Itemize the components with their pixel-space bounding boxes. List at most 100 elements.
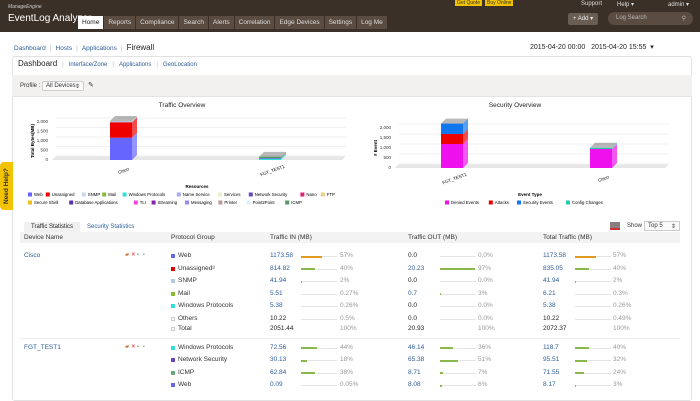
edit-icon[interactable]: ▪ [137,343,139,350]
crumb-applications[interactable]: Applications [81,45,117,52]
bar-segment-security-events[interactable] [441,123,463,134]
legend-item[interactable]: Services [224,192,240,197]
traffic-tot-value[interactable]: 71.55 [543,368,560,376]
traffic-tot-value[interactable]: 1173.58 [543,252,567,259]
traffic-in-value[interactable]: 0.09 [270,381,283,388]
log-search-input[interactable]: Log Search ⚲ [608,12,693,25]
bar-segment-unassigned[interactable] [110,122,132,138]
legend-item[interactable]: Database Applications [75,200,118,205]
traffic-tot-value[interactable]: 118.7 [543,343,559,351]
nav-edge-devices[interactable]: Edge Devices [275,16,324,29]
info-icon[interactable]: ▪ [143,252,145,258]
settings-gear-icon[interactable]: ⚙ [211,264,216,271]
traffic-in-value[interactable]: 814.82 [270,264,290,272]
traffic-tot-value[interactable]: 835.05 [543,264,563,272]
legend-item[interactable]: Nano [306,192,317,197]
profile-select[interactable]: All Devices ⇕ [42,81,84,91]
legend-item[interactable]: Windows Protocols [129,192,166,197]
bar-segment-config-changes[interactable] [590,147,612,149]
traffic-out-value[interactable]: 20.23 [408,264,425,272]
buy-online-button[interactable]: Buy Online [485,0,514,6]
bar-segment-web[interactable] [110,137,132,160]
legend-item[interactable]: Network Security [255,192,288,197]
traffic-in-value[interactable]: 30.13 [270,356,287,363]
legend-item[interactable]: Secure Shell [34,200,58,205]
delete-icon[interactable]: ✕ [131,343,136,350]
device-report-icon[interactable]: ▰ [125,343,130,350]
legend-item[interactable]: Web [34,192,43,197]
bar-segment-windows-protocols[interactable] [259,158,281,160]
legend-item[interactable]: Unassigned [52,192,75,197]
tab-applications[interactable]: Applications [118,62,152,68]
crumb-hosts[interactable]: Hosts [55,45,73,52]
nav-alerts[interactable]: Alerts [209,16,234,29]
legend-item[interactable]: Denied Events [451,200,479,205]
bar-segment-denied-events[interactable] [441,144,463,168]
legend-item[interactable]: Messaging [191,200,212,205]
traffic-out-value[interactable]: 8.08 [408,381,421,388]
traffic-in-value[interactable]: 5.38 [270,302,283,309]
nav-compliance[interactable]: Compliance [136,16,179,29]
legend-item[interactable]: FTP [327,192,335,197]
traffic-tot-value[interactable]: 6.21 [543,289,556,297]
traffic-in-value[interactable]: 62.84 [270,368,287,376]
nav-home[interactable]: Home [78,16,104,29]
legend-item[interactable]: Config Changes [572,200,603,205]
get-quote-button[interactable]: Get Quote [455,0,483,6]
delete-icon[interactable]: ✕ [131,252,136,258]
crumb-dashboard[interactable]: Dashboard [14,45,46,52]
legend-item[interactable]: SNMP [88,192,101,197]
traffic-out-value[interactable]: 46.14 [408,343,425,351]
support-link[interactable]: Support [581,1,603,7]
tab-traffic-statistics[interactable]: Traffic Statistics [24,222,81,232]
help-menu[interactable]: Help ▾ [617,2,635,8]
legend-item[interactable]: Point2Point [253,200,276,205]
bar-segment-network-security[interactable] [259,158,281,159]
show-top-select[interactable]: Top 5 ⇕ [644,221,680,231]
device-link[interactable]: FGT_TEST1 [24,343,61,351]
user-menu[interactable]: admin ▾ [668,2,690,8]
traffic-in-value[interactable]: 72.56 [270,343,287,351]
traffic-tot-value[interactable]: 41.94 [543,277,560,284]
legend-item[interactable]: Name Service [183,192,211,197]
app-logo[interactable]: EventLog Analyzer [8,13,92,24]
nav-search[interactable]: Search [179,16,209,29]
export-pdf-icon[interactable] [610,222,620,230]
tab-geolocation[interactable]: GeoLocation [162,62,197,68]
legend-item[interactable]: ICMP [291,200,302,205]
traffic-tot-value[interactable]: 8.17 [543,381,556,388]
tab-interface-zone[interactable]: Interface/Zone [68,62,108,68]
nav-reports[interactable]: Reports [104,16,136,29]
edit-icon[interactable]: ▪ [137,252,139,258]
bar-segment-icmp[interactable] [259,156,281,159]
traffic-out-value[interactable]: 0.7 [408,289,418,297]
traffic-in-value[interactable]: 5.51 [270,289,283,297]
need-help-button[interactable]: Need Help? [0,162,13,210]
bar-segment-snmp[interactable] [110,121,132,123]
tab-security-statistics[interactable]: Security Statistics [87,224,135,230]
info-icon[interactable]: ▪ [143,343,145,350]
bar-segment-denied-events[interactable] [590,149,612,168]
nav-correlation[interactable]: Correlation [234,16,275,29]
tab-dashboard[interactable]: Dashboard [18,59,58,68]
legend-item[interactable]: TLI [140,200,146,205]
legend-item[interactable]: Security Events [523,200,553,205]
add-button[interactable]: + Add ▾ [568,13,598,25]
device-link[interactable]: Cisco [24,252,41,259]
legend-item[interactable]: Mail [108,192,116,197]
legend-item[interactable]: Streaming [158,200,178,205]
date-range-picker[interactable]: 2015-04-20 00:00 2015-04-20 15:55 ▾ [530,43,654,51]
traffic-tot-value[interactable]: 5.38 [543,302,556,309]
traffic-in-value[interactable]: 1173.58 [270,252,294,259]
traffic-in-value[interactable]: 41.94 [270,277,287,284]
bar-segment-attacks[interactable] [441,134,463,144]
legend-item[interactable]: Attacks [495,200,509,205]
edit-pencil-icon[interactable]: ✎ [88,82,94,89]
traffic-tot-value[interactable]: 95.51 [543,356,560,363]
nav-settings[interactable]: Settings [324,16,357,29]
nav-log-me[interactable]: Log Me [357,16,387,29]
traffic-out-value[interactable]: 65.38 [408,356,425,363]
device-report-icon[interactable]: ▰ [125,252,130,258]
traffic-out-value[interactable]: 8.71 [408,368,421,376]
legend-item[interactable]: Printer [224,200,237,205]
